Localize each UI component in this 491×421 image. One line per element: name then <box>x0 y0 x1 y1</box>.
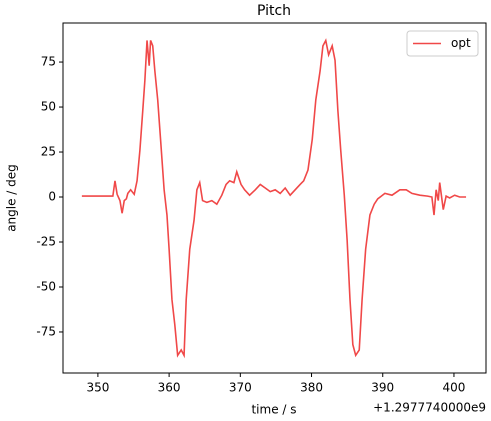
x-tick-label: 390 <box>371 381 394 395</box>
y-tick-label: -75 <box>36 324 56 338</box>
y-tick-label: 50 <box>41 100 56 114</box>
y-tick-label: 25 <box>41 145 56 159</box>
legend-box <box>406 30 479 57</box>
y-tick-label: 0 <box>48 190 56 204</box>
y-tick-label: -25 <box>36 234 56 248</box>
x-axis-label: time / s <box>251 403 296 417</box>
x-tick-label: 400 <box>443 381 466 395</box>
x-tick-label: 360 <box>158 381 181 395</box>
y-tick-label: 75 <box>41 55 56 69</box>
plot-frame <box>62 22 487 374</box>
x-offset-label: +1.2977740000e9 <box>373 401 486 415</box>
x-tick-label: 380 <box>300 381 323 395</box>
x-tick-label: 350 <box>86 381 109 395</box>
line <box>81 38 467 359</box>
y-axis-label: angle / deg <box>5 164 19 232</box>
y-tick-label: -50 <box>36 279 56 293</box>
chart-title: Pitch <box>257 3 291 19</box>
legend-label: opt <box>451 36 471 50</box>
x-tick-label: 370 <box>229 381 252 395</box>
